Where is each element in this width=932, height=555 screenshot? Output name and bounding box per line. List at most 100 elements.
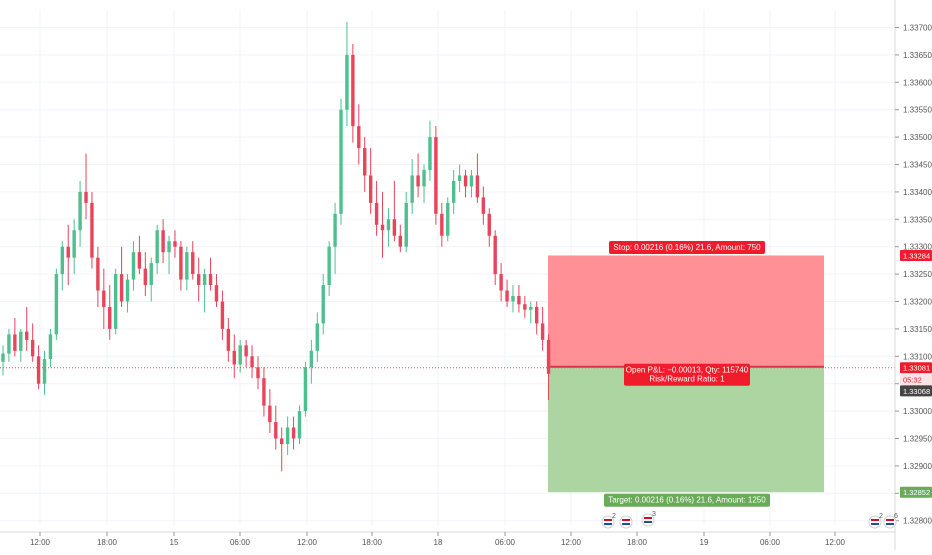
candle-body	[19, 331, 23, 351]
candle-body	[119, 274, 124, 302]
candle-body	[297, 411, 302, 439]
candle-body	[540, 323, 545, 340]
candle-body	[321, 285, 325, 324]
flag-stripe	[886, 519, 894, 521]
candles	[1, 22, 551, 472]
stop-price-badge: 1.33284	[903, 251, 930, 260]
stop-label-bg	[609, 240, 765, 254]
candle-body	[481, 197, 486, 214]
candle-body	[191, 252, 195, 275]
price-tick-label: 1.33100	[903, 352, 932, 361]
candle-body	[60, 246, 64, 275]
price-tick-label: 1.33700	[903, 24, 932, 33]
candle-body	[368, 175, 373, 203]
stop-zone[interactable]	[548, 255, 824, 367]
candle-body	[244, 345, 248, 357]
candle-body	[232, 350, 236, 365]
countdown-badge: 05:32	[903, 376, 922, 385]
candle-body	[137, 252, 142, 269]
candle-body	[250, 356, 254, 368]
candle-body	[226, 328, 231, 351]
candle-body	[386, 219, 391, 231]
candle-body	[102, 290, 106, 307]
candle-body	[428, 137, 432, 170]
candle-body	[451, 180, 456, 203]
event-count: 6	[894, 513, 898, 520]
price-tick-label: 1.33150	[903, 325, 932, 334]
time-tick-label: 19	[700, 538, 709, 547]
pnl-label-bg	[624, 363, 750, 386]
target-price-badge: 1.32852	[903, 488, 930, 497]
candle-body	[523, 304, 527, 310]
candle-body	[214, 285, 219, 302]
time-tick-label: 18:00	[362, 538, 383, 547]
target-zone[interactable]	[548, 366, 824, 493]
target-label: Target: 0.00216 (0.16%) 21.6, Amount: 12…	[608, 496, 766, 505]
price-axis[interactable]: 1.328001.328501.329001.329501.330001.330…	[894, 0, 932, 550]
time-tick-label: 18:00	[97, 538, 118, 547]
candle-body	[446, 202, 450, 236]
time-tick-label: 12:00	[825, 538, 846, 547]
flag-stripe	[644, 521, 652, 523]
candle-body	[285, 427, 290, 444]
pnl-label: Risk/Reward Ratio: 1	[649, 375, 725, 384]
candle-body	[220, 301, 225, 329]
candle-body	[173, 241, 177, 247]
candle-body	[529, 306, 533, 310]
stop-price-badge-bg	[900, 249, 932, 261]
candle-body	[469, 175, 474, 187]
flag-icon[interactable]	[619, 515, 633, 529]
flag-stripe	[886, 523, 894, 525]
candle-body	[78, 191, 82, 231]
time-tick-label: 12:00	[30, 538, 51, 547]
candle-body	[463, 175, 468, 187]
price-tick-label: 1.32950	[903, 435, 932, 444]
candle-body	[125, 279, 130, 302]
candle-body	[25, 331, 29, 340]
candle-body	[398, 235, 403, 247]
target-label-bg	[604, 493, 770, 507]
time-tick-label: 12:00	[297, 538, 318, 547]
price-tick-label: 1.33350	[903, 215, 932, 224]
candle-body	[66, 246, 70, 258]
countdown-badge-bg	[900, 374, 932, 386]
candle-body	[42, 359, 47, 384]
flag-stripe	[871, 519, 879, 521]
candle-body	[416, 175, 420, 187]
time-tick-label: 06:00	[760, 538, 781, 547]
flag-stripe	[622, 523, 630, 525]
candle-body	[345, 54, 349, 110]
price-tick-label: 1.33550	[903, 106, 932, 115]
time-axis[interactable]: 12:00 18:00 15 06:00 12:00 18:00 18 06:00 12:00 1…	[0, 531, 895, 547]
candle-body	[143, 268, 148, 286]
flag-stripe	[644, 517, 652, 519]
candle-body	[36, 356, 41, 384]
event-count: 2	[879, 513, 883, 520]
target-price-badge-bg	[900, 486, 932, 498]
candle-body	[48, 334, 53, 360]
stop-label: Stop: 0.00216 (0.16%) 21.6, Amount: 750	[613, 243, 761, 252]
economic-events[interactable]: 2 3 2 6	[601, 511, 898, 529]
candle-body	[131, 252, 136, 280]
candle-body	[202, 274, 207, 286]
position-tool[interactable]	[548, 255, 824, 493]
candle-body	[499, 274, 503, 291]
candle-body	[161, 230, 165, 253]
price-tick-label: 1.33500	[903, 133, 932, 142]
candle-body	[185, 252, 189, 280]
price-tick-label: 1.33450	[903, 161, 932, 170]
price-tick-label: 1.32800	[903, 517, 932, 526]
price-tick-label: 1.33600	[903, 78, 932, 87]
candle-body	[303, 367, 308, 412]
candle-body	[54, 274, 59, 335]
candle-body	[167, 241, 171, 253]
candle-body	[505, 290, 509, 302]
candle-body	[363, 148, 367, 176]
candle-body	[517, 296, 521, 305]
candle-body	[511, 296, 515, 302]
candle-body	[351, 54, 355, 127]
position-labels: Stop: 0.00216 (0.16%) 21.6, Amount: 750 T…	[604, 240, 770, 507]
flag-stripe	[871, 523, 879, 525]
